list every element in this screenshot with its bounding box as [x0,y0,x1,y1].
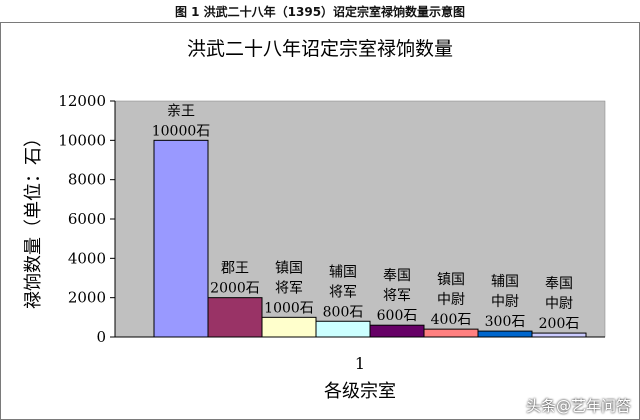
figure-caption: 图 1 洪武二十八年（1395）诏定宗室禄饷数量示意图 [174,5,466,19]
chart-title: 洪武二十八年诏定宗室禄饷数量 [187,38,453,60]
bar-data-label: 辅国 [329,264,357,280]
bar [153,139,209,338]
bar-data-label: 1000石 [264,300,314,316]
x-tick-label: 1 [355,354,365,373]
bar-labels-group: 亲王10000石郡王2000石镇国将军1000石辅国将军800石奉国将军600石… [152,103,580,332]
bar-data-label: 将军 [329,284,357,300]
bar-data-label: 600石 [377,308,418,324]
x-axis-label: 各级宗室 [324,381,396,402]
y-tick-label: 0 [96,328,106,346]
bar [207,297,263,338]
bar-data-label: 10000石 [152,123,211,139]
bar-data-label: 镇国 [275,260,303,276]
y-tick-label: 12000 [58,92,106,110]
bar-data-label: 将军 [383,288,411,304]
bar [477,330,533,338]
bar-data-label: 亲王 [167,103,195,119]
bar-data-label: 将军 [275,280,303,296]
bar-data-label: 辅国 [491,274,519,290]
bar-data-label: 中尉 [437,292,465,308]
bar [315,320,371,338]
bar [369,324,425,338]
y-tick-label: 6000 [68,210,106,228]
bar-data-label: 奉国 [383,268,411,284]
bar [531,332,587,338]
bar-data-label: 镇国 [437,272,465,288]
bars-group [153,139,587,338]
y-tick-label: 4000 [68,249,106,267]
bar [261,316,317,338]
bar-data-label: 2000石 [210,281,260,297]
y-tick-label: 10000 [58,131,106,149]
bar-data-label: 300石 [485,314,526,330]
bar-data-label: 200石 [539,316,580,332]
watermark: 头条@艺年问答 [525,397,631,415]
bar-data-label: 中尉 [491,294,519,310]
bar-chart: 洪武二十八年诏定宗室禄饷数量 0200040006000800010000120… [23,38,606,402]
y-axis-label: 禄饷数量（单位：石） [23,129,44,309]
y-tick-label: 2000 [68,289,106,307]
bar-data-label: 400石 [431,312,472,328]
bar-data-label: 中尉 [545,296,573,312]
bar-data-label: 奉国 [545,276,573,292]
bar-data-label: 郡王 [221,261,249,277]
bar-data-label: 800石 [323,304,364,320]
bar [423,328,479,338]
chart-frame: 洪武二十八年诏定宗室禄饷数量 0 2000 4000 6000 8000 10000 120… [0,22,640,420]
y-tick-label: 8000 [68,171,106,189]
